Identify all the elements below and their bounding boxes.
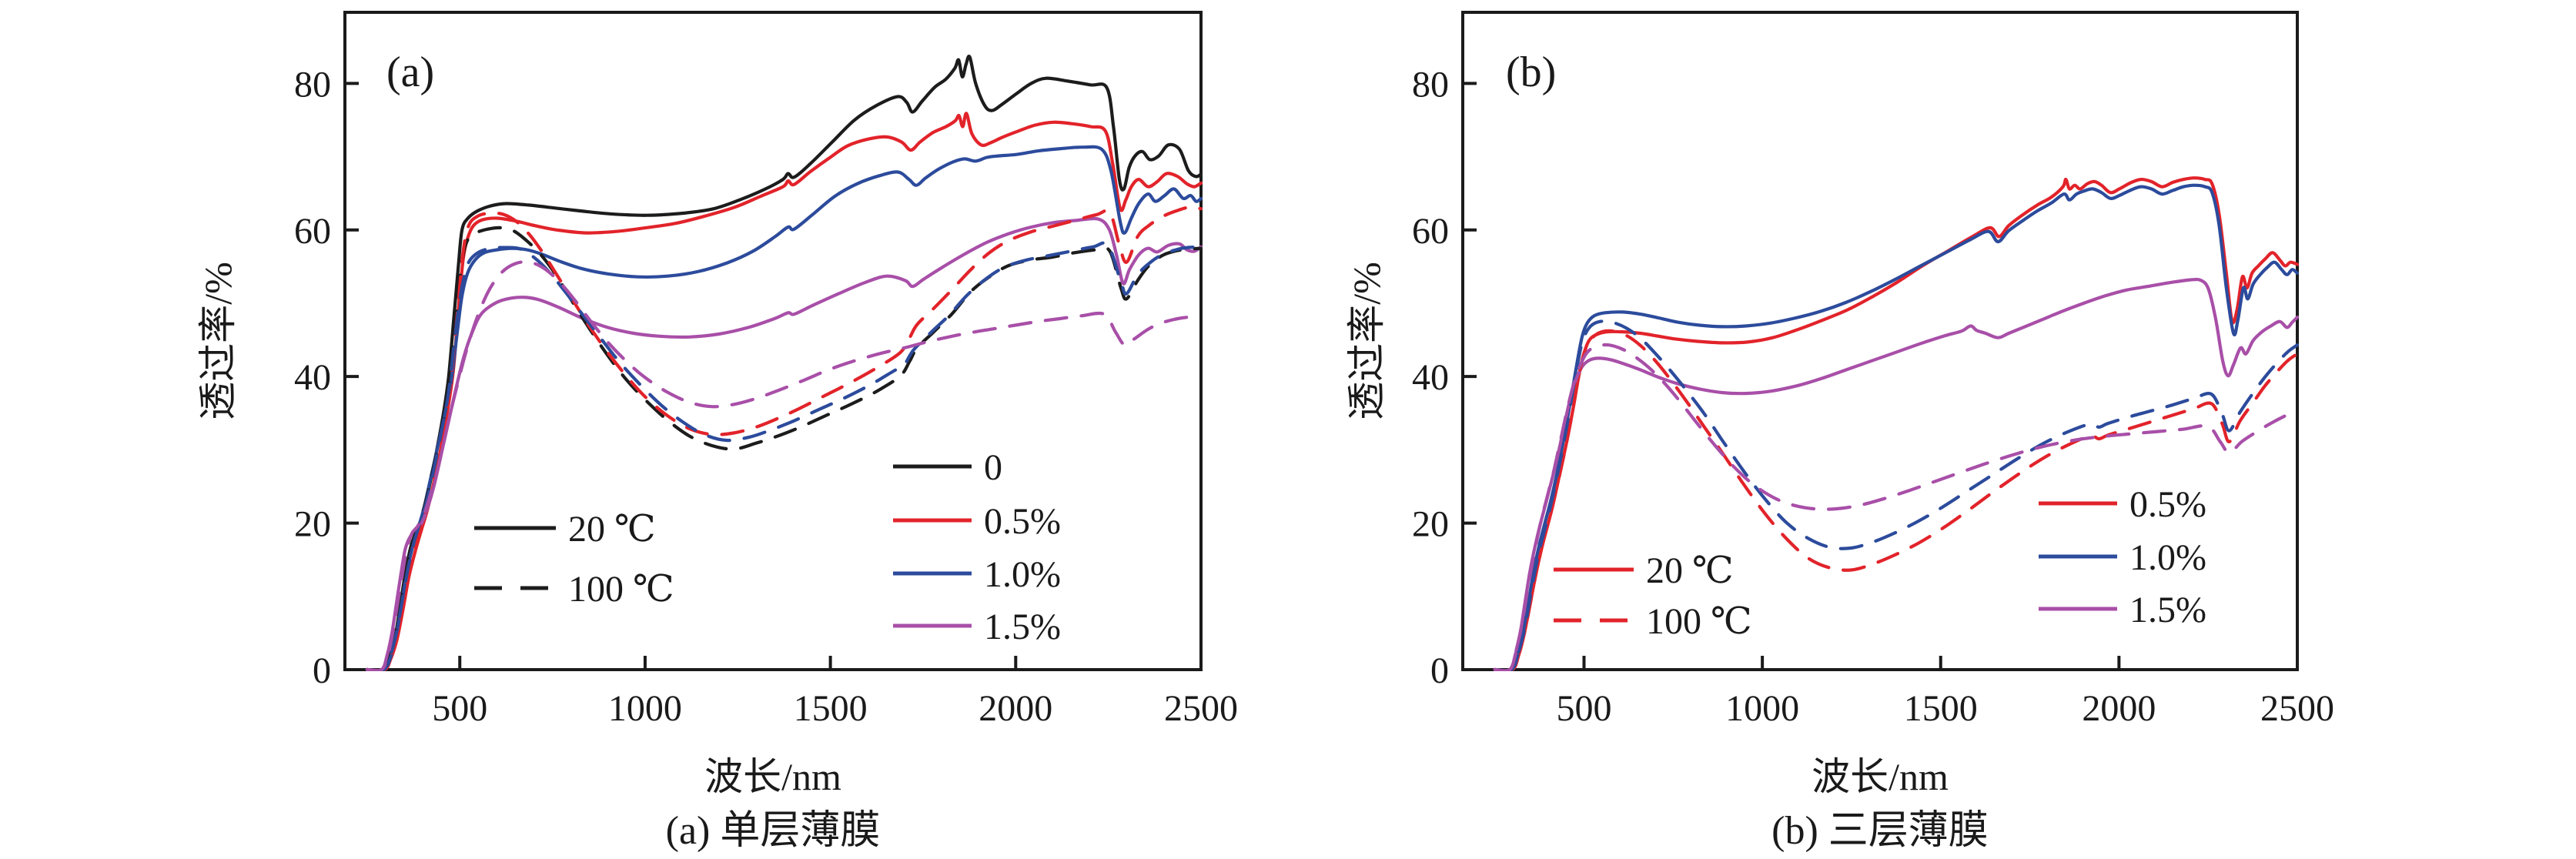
panel-a: 500 1000 1500 2000 2500 0 20 40 60 80 (a) 透过率/% 波长/n… — [196, 11, 1238, 853]
curve-a-1.5% / 100 ℃ — [365, 260, 1203, 671]
x-tick-label-a: 2000 — [979, 688, 1052, 729]
legend-temp-label-b: 100 ℃ — [1646, 601, 1752, 642]
curve-b-1.5% / 100 ℃ — [1493, 343, 2299, 671]
y-tick-label-b: 20 — [1412, 504, 1449, 545]
curve-b-0.5% / 20 ℃ — [1493, 176, 2299, 671]
y-tick-label-a: 20 — [294, 504, 331, 545]
legend-conc-label-b: 1.0% — [2129, 537, 2206, 578]
x-tick-label-a: 1000 — [608, 688, 682, 729]
y-tick-label-a: 60 — [294, 211, 331, 252]
legend-temp-label-a: 20 ℃ — [568, 509, 656, 550]
legend-conc-label-a: 0 — [984, 447, 1002, 488]
panel-label-a: (a) — [386, 48, 434, 96]
panel-label-b: (b) — [1506, 48, 1556, 96]
legend-conc-label-a: 1.5% — [984, 607, 1061, 647]
caption-a: (a) 单层薄膜 — [666, 809, 881, 853]
y-tick-label-a: 0 — [313, 650, 331, 691]
y-tick-label-b: 0 — [1430, 650, 1449, 691]
curve-b-1.0% / 20 ℃ — [1493, 183, 2299, 671]
panel-b: 500 1000 1500 2000 2500 0 20 40 60 80 (b) 透过率/% 波长/n… — [1345, 11, 2334, 853]
x-axis-title-a: 波长/nm — [704, 755, 841, 798]
x-tick-label-b: 2000 — [2082, 688, 2156, 729]
y-tick-label-b: 60 — [1412, 211, 1449, 252]
y-tick-label-b: 80 — [1412, 64, 1449, 105]
x-tick-label-b: 1000 — [1725, 688, 1799, 729]
x-tick-label-b: 1500 — [1904, 688, 1978, 729]
legend-conc-label-a: 0.5% — [984, 501, 1061, 542]
curve-b-1.0% / 100 ℃ — [1493, 319, 2299, 671]
curve-a-0.5% / 100 ℃ — [365, 206, 1203, 671]
legend-conc-label-b: 0.5% — [2129, 484, 2206, 525]
x-axis-title-b: 波长/nm — [1812, 755, 1949, 798]
y-tick-label-b: 40 — [1412, 357, 1449, 398]
legend-temp-label-a: 100 ℃ — [568, 569, 674, 610]
y-axis-title-b: 透过率/% — [1345, 262, 1388, 420]
curve-a-0 / 100 ℃ — [365, 226, 1203, 671]
legend-conc-label-a: 1.0% — [984, 554, 1061, 595]
caption-b: (b) 三层薄膜 — [1771, 809, 1989, 853]
curve-b-0.5% / 100 ℃ — [1493, 329, 2299, 671]
x-tick-label-a: 500 — [432, 688, 487, 729]
y-axis-title-a: 透过率/% — [196, 262, 239, 420]
x-tick-label-a: 2500 — [1164, 688, 1238, 729]
axis-box-a — [343, 11, 1203, 671]
axis-box-b — [1461, 11, 2299, 671]
x-tick-label-b: 2500 — [2260, 688, 2334, 729]
legend-temp-label-b: 20 ℃ — [1646, 550, 1734, 591]
y-tick-label-a: 40 — [294, 357, 331, 398]
legend-conc-label-b: 1.5% — [2129, 590, 2206, 630]
curve-a-1.0% / 100 ℃ — [365, 241, 1203, 671]
x-tick-label-a: 1500 — [794, 688, 868, 729]
curve-a-1.0% / 20 ℃ — [365, 145, 1203, 671]
x-tick-label-b: 500 — [1557, 688, 1612, 729]
y-tick-label-a: 80 — [294, 64, 331, 105]
